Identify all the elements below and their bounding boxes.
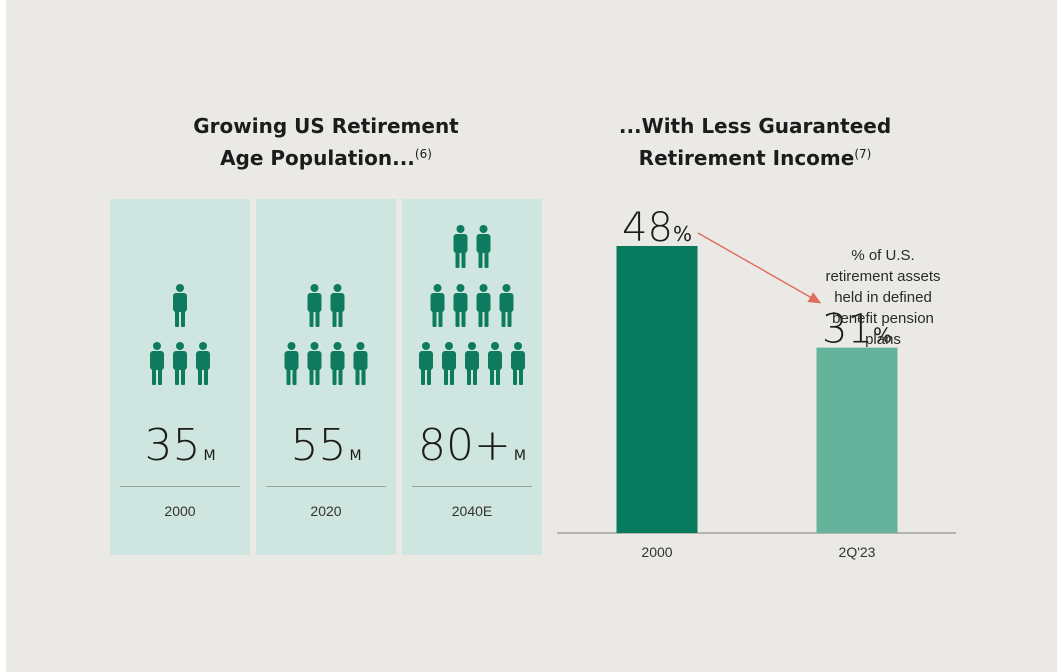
person-icon: [150, 342, 164, 385]
person-icon: [173, 284, 187, 327]
person-icon: [353, 342, 368, 385]
annotation-line: held in defined: [834, 289, 932, 306]
population-value: 80+ M: [402, 420, 542, 471]
income-title-note: (7): [854, 147, 872, 161]
population-unit: M: [203, 448, 216, 464]
population-title: Growing US Retirement Age Population...(…: [110, 110, 542, 174]
population-value: 35 M: [110, 420, 250, 471]
population-title-line2: Age Population...: [220, 146, 415, 170]
person-icon: [465, 342, 479, 385]
annotation-line: plans: [865, 331, 901, 348]
bar-value-label: 31%: [822, 307, 892, 353]
bar-value-label: 48%: [622, 205, 692, 251]
person-icon: [173, 342, 187, 385]
person-icon: [476, 225, 491, 268]
person-icon: [196, 342, 210, 385]
arrow-icon: [697, 232, 822, 304]
population-panel-2020: 55 M 2020: [256, 199, 396, 555]
population-title-line1: Growing US Retirement: [193, 114, 459, 138]
people-group: [419, 225, 525, 385]
income-title-line1: ...With Less Guaranteed: [618, 114, 892, 138]
population-title-note: (6): [414, 147, 432, 161]
annotation-line: benefit pension: [832, 310, 934, 327]
annotation-line: % of U.S.: [851, 247, 915, 264]
panel-divider: [120, 486, 240, 487]
bar-2q23: [816, 347, 898, 533]
person-icon: [419, 342, 433, 385]
population-year: 2040E: [451, 503, 493, 519]
person-icon: [284, 342, 299, 385]
person-icon: [307, 284, 322, 327]
category-label: 2000: [641, 544, 672, 560]
panel-divider: [266, 486, 386, 487]
person-icon: [307, 342, 322, 385]
people-group: [150, 284, 210, 385]
population-year: 2000: [164, 503, 196, 519]
person-icon: [453, 225, 468, 268]
person-icon: [499, 284, 514, 327]
person-icon: [330, 342, 345, 385]
bar-2000: [616, 246, 698, 533]
population-panel-2000: 35 M 2000: [110, 199, 250, 555]
population-value: 55 M: [256, 420, 396, 471]
person-icon: [430, 284, 445, 327]
population-panel-2040e: 80+ M 2040E: [402, 199, 542, 555]
category-label: 2Q'23: [839, 544, 876, 560]
income-title-line2: Retirement Income: [638, 146, 855, 170]
person-icon: [511, 342, 525, 385]
person-icon: [453, 284, 468, 327]
person-icon: [488, 342, 502, 385]
annotation-line: retirement assets: [825, 268, 941, 285]
person-icon: [442, 342, 456, 385]
population-year: 2020: [310, 503, 342, 519]
income-title: ...With Less Guaranteed Retirement Incom…: [555, 110, 955, 174]
population-unit: M: [349, 448, 362, 464]
population-number: 35: [144, 420, 201, 471]
population-number: 55: [290, 420, 347, 471]
panel-divider: [412, 486, 532, 487]
people-group: [284, 284, 368, 385]
population-unit: M: [513, 448, 526, 464]
person-icon: [330, 284, 345, 327]
chart-annotation: % of U.S. retirement assets held in defi…: [808, 245, 958, 350]
person-icon: [476, 284, 491, 327]
population-number: 80+: [418, 420, 511, 471]
